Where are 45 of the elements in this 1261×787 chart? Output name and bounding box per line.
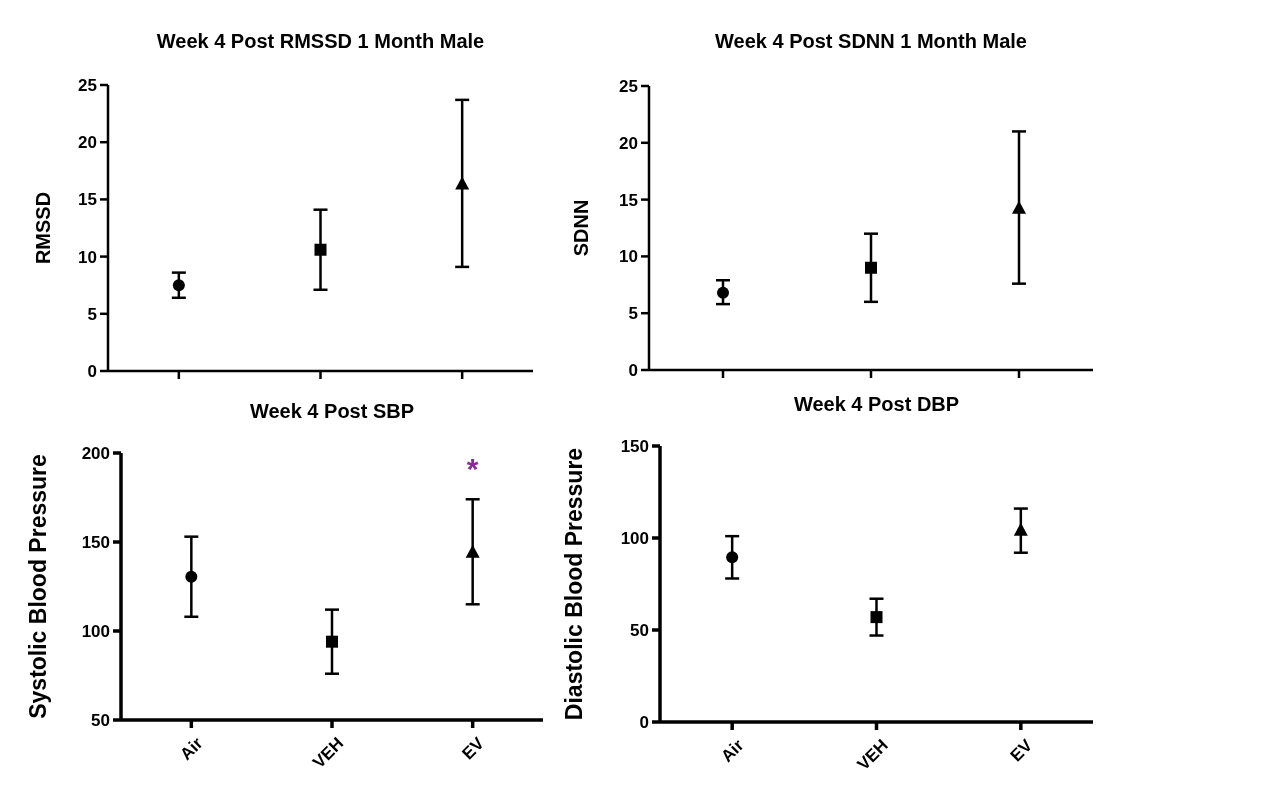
y-tick-label: 0 <box>87 361 97 381</box>
y-tick-label: 25 <box>78 75 97 95</box>
y-axis-title: Diastolic Blood Pressure <box>561 447 587 721</box>
point <box>726 551 739 564</box>
y-tick-label: 20 <box>78 133 97 153</box>
chart-title: Week 4 Post SBP <box>249 400 415 422</box>
y-tick-label: 0 <box>628 360 638 380</box>
y-tick-label: 10 <box>78 247 97 267</box>
y-tick-label: 5 <box>87 304 97 324</box>
y-tick-label: 15 <box>78 190 97 210</box>
y-tick-label: 150 <box>81 532 110 552</box>
point <box>865 261 877 274</box>
x-tick-label: Air <box>176 733 207 764</box>
y-axis-title: SDNN <box>570 199 592 257</box>
y-tick-label: 25 <box>619 76 638 96</box>
y-axis-title: Systolic Blood Pressure <box>25 454 51 719</box>
x-tick-label: EV <box>1006 735 1037 766</box>
point <box>1013 522 1028 536</box>
y-tick-label: 0 <box>639 712 649 732</box>
y-tick-label: 10 <box>619 247 638 267</box>
point <box>172 279 185 292</box>
chart-title: Week 4 Post SDNN 1 Month Male <box>715 30 1027 52</box>
point <box>717 286 729 299</box>
x-tick-label: EV <box>458 733 489 764</box>
y-tick-label: 5 <box>628 304 638 324</box>
y-tick-label: 200 <box>81 443 110 463</box>
y-tick-label: 50 <box>630 620 649 640</box>
x-tick-label: Air <box>717 735 748 766</box>
y-tick-label: 20 <box>619 133 638 153</box>
point <box>185 570 198 583</box>
y-tick-label: 150 <box>620 436 649 456</box>
y-tick-label: 100 <box>81 621 110 641</box>
point <box>870 611 883 624</box>
annotation: * <box>466 452 479 485</box>
y-tick-label: 50 <box>91 710 110 730</box>
point <box>465 544 480 558</box>
y-tick-label: 15 <box>619 190 638 210</box>
y-axis-title: RMSSD <box>32 191 54 265</box>
point <box>1012 200 1026 214</box>
y-tick-label: 100 <box>620 528 649 548</box>
point <box>314 243 327 256</box>
chart-title: Week 4 Post DBP <box>793 393 960 415</box>
point <box>326 635 338 648</box>
point <box>455 176 470 190</box>
chart-title: Week 4 Post RMSSD 1 Month Male <box>156 30 485 52</box>
